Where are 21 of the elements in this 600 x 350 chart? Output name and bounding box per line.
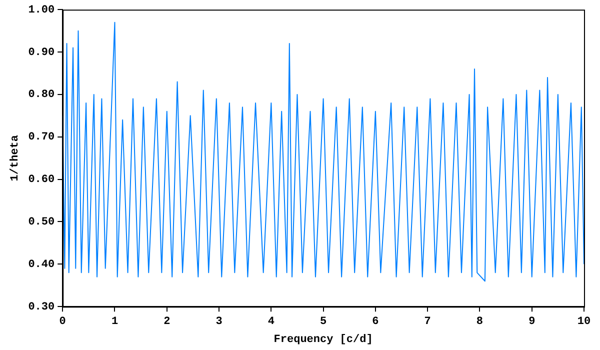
y-tick-label: 0.60 <box>28 174 55 186</box>
x-tick-label: 1 <box>111 316 118 328</box>
y-tick-label: 1.00 <box>28 4 55 16</box>
x-tick-label: 5 <box>320 316 327 328</box>
y-tick-label: 0.40 <box>28 258 55 271</box>
x-tick-label: 8 <box>476 316 484 328</box>
y-tick-label: 0.50 <box>28 216 55 229</box>
y-tick-label: 0.30 <box>28 301 55 314</box>
x-tick-label: 4 <box>268 316 275 328</box>
y-tick-label: 0.80 <box>28 89 55 102</box>
y-axis-title: 1/theta <box>9 134 22 182</box>
x-tick-label: 2 <box>164 316 170 328</box>
x-tick-label: 6 <box>372 316 379 328</box>
x-tick-label: 7 <box>424 316 431 328</box>
x-tick-label: 0 <box>59 316 66 328</box>
x-tick-label: 10 <box>577 316 591 328</box>
x-axis-title: Frequency [c/d] <box>274 334 373 346</box>
y-tick-label: 0.70 <box>28 132 55 144</box>
x-tick-label: 3 <box>216 316 223 328</box>
x-tick-label: 9 <box>528 316 536 328</box>
y-tick-label: 0.90 <box>28 46 55 59</box>
